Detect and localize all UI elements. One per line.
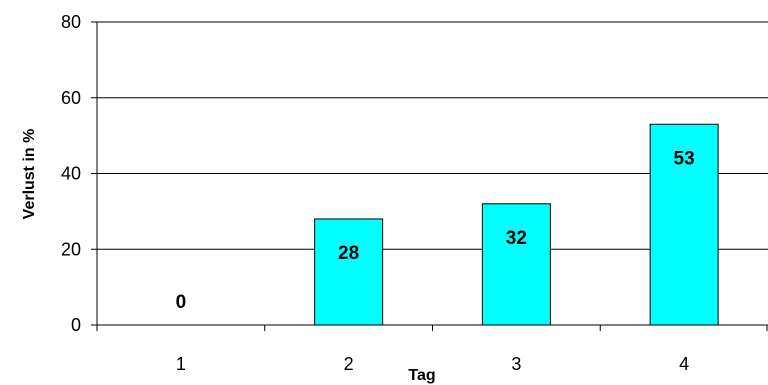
y-tick-label: 20 — [61, 239, 81, 259]
data-label: 0 — [176, 292, 187, 313]
x-tick-label: 3 — [511, 354, 521, 374]
x-tick-label: 4 — [679, 354, 689, 374]
x-axis-title: Tag — [408, 367, 435, 384]
data-label: 53 — [674, 148, 695, 169]
bar — [481, 203, 551, 326]
y-axis-title: Verlust in % — [21, 129, 38, 220]
y-tick-label: 40 — [61, 164, 81, 184]
data-labels: 0 28 32 53 — [176, 148, 695, 313]
x-tick-label: 2 — [344, 354, 354, 374]
data-label: 28 — [338, 243, 359, 264]
bar — [649, 123, 719, 326]
y-tick-label: 60 — [61, 88, 81, 108]
y-tick-label: 80 — [61, 12, 81, 32]
y-tick-labels: 0 20 40 60 80 — [61, 12, 81, 335]
y-tick-label: 0 — [71, 315, 81, 335]
axes — [91, 21, 768, 331]
x-tick-label: 1 — [176, 354, 186, 374]
bars — [314, 123, 719, 326]
bar — [314, 218, 384, 326]
x-tick-labels: 1 2 3 4 — [176, 354, 689, 374]
data-label: 32 — [506, 228, 527, 249]
